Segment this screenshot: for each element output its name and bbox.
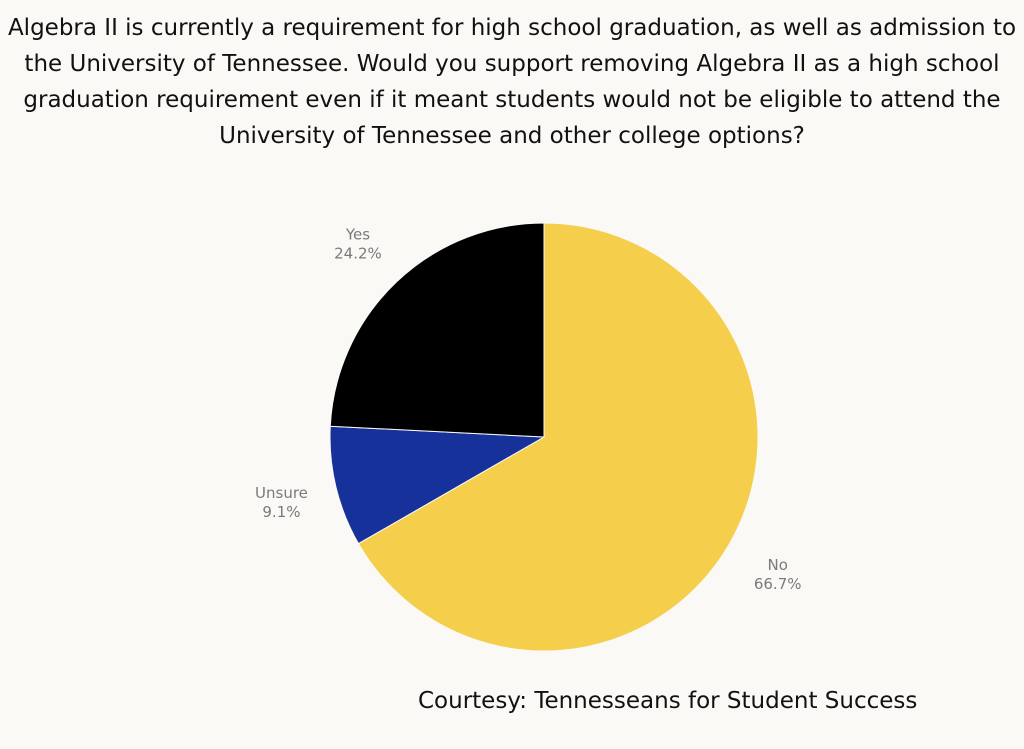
chart-title-line-3: graduation requirement even if it meant …	[23, 87, 1001, 113]
pie-slice-no	[357, 222, 759, 652]
slice-label-unsure: Unsure	[255, 484, 308, 502]
credit-text: Courtesy: Tennesseans for Student Succes…	[418, 688, 918, 714]
chart-title-line-1: Algebra II is currently a requirement fo…	[7, 15, 1017, 41]
chart-title-line-2: the University of Tennessee. Would you s…	[24, 51, 1000, 77]
pie-slice-unsure	[329, 425, 546, 545]
slice-value-unsure: 9.1%	[262, 503, 300, 521]
chart-title: Algebra II is currently a requirement fo…	[0, 10, 1024, 154]
slice-value-no: 66.7%	[754, 575, 802, 593]
pie-slice-yes	[329, 222, 545, 438]
slice-label-no: No	[767, 556, 787, 574]
slice-label-yes: Yes	[345, 225, 370, 243]
chart-title-line-4: University of Tennessee and other colleg…	[219, 123, 805, 149]
slice-value-yes: 24.2%	[334, 244, 382, 262]
